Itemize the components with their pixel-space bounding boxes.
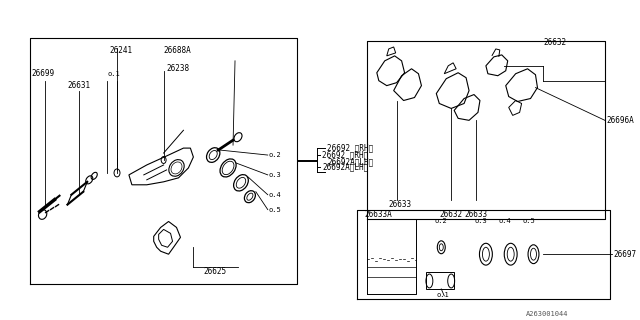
Text: o.2: o.2 <box>269 152 282 158</box>
Text: 26699: 26699 <box>32 69 55 78</box>
Text: o.1: o.1 <box>436 292 449 298</box>
Text: o.5: o.5 <box>269 207 282 212</box>
Text: 26692 〈RH〉: 26692 〈RH〉 <box>323 150 369 160</box>
Text: o.3: o.3 <box>475 219 488 225</box>
Text: o.3: o.3 <box>269 172 282 178</box>
Text: 26696A: 26696A <box>607 116 635 125</box>
Text: o.1: o.1 <box>107 71 120 77</box>
Text: 26692A〈LH〉: 26692A〈LH〉 <box>327 157 374 166</box>
Text: 26697: 26697 <box>614 250 637 259</box>
Text: 26625: 26625 <box>204 267 227 276</box>
Text: o.4: o.4 <box>499 219 511 225</box>
Text: 26241: 26241 <box>109 46 132 55</box>
Text: 26633: 26633 <box>388 200 412 209</box>
Text: A263001044: A263001044 <box>525 311 568 317</box>
Text: 26632: 26632 <box>543 38 566 47</box>
Text: 26238: 26238 <box>166 64 189 73</box>
Text: 26633A: 26633A <box>365 210 393 219</box>
Text: 26633: 26633 <box>464 210 487 219</box>
Text: 26692 〈RH〉: 26692 〈RH〉 <box>327 144 374 153</box>
Text: 26692A〈LH〉: 26692A〈LH〉 <box>323 163 369 172</box>
Text: o.5: o.5 <box>523 219 535 225</box>
Text: 26688A: 26688A <box>164 46 191 55</box>
Text: o.4: o.4 <box>269 192 282 198</box>
Text: 26631: 26631 <box>67 81 90 90</box>
Text: o.2: o.2 <box>435 219 447 225</box>
Text: 26632: 26632 <box>439 210 463 219</box>
